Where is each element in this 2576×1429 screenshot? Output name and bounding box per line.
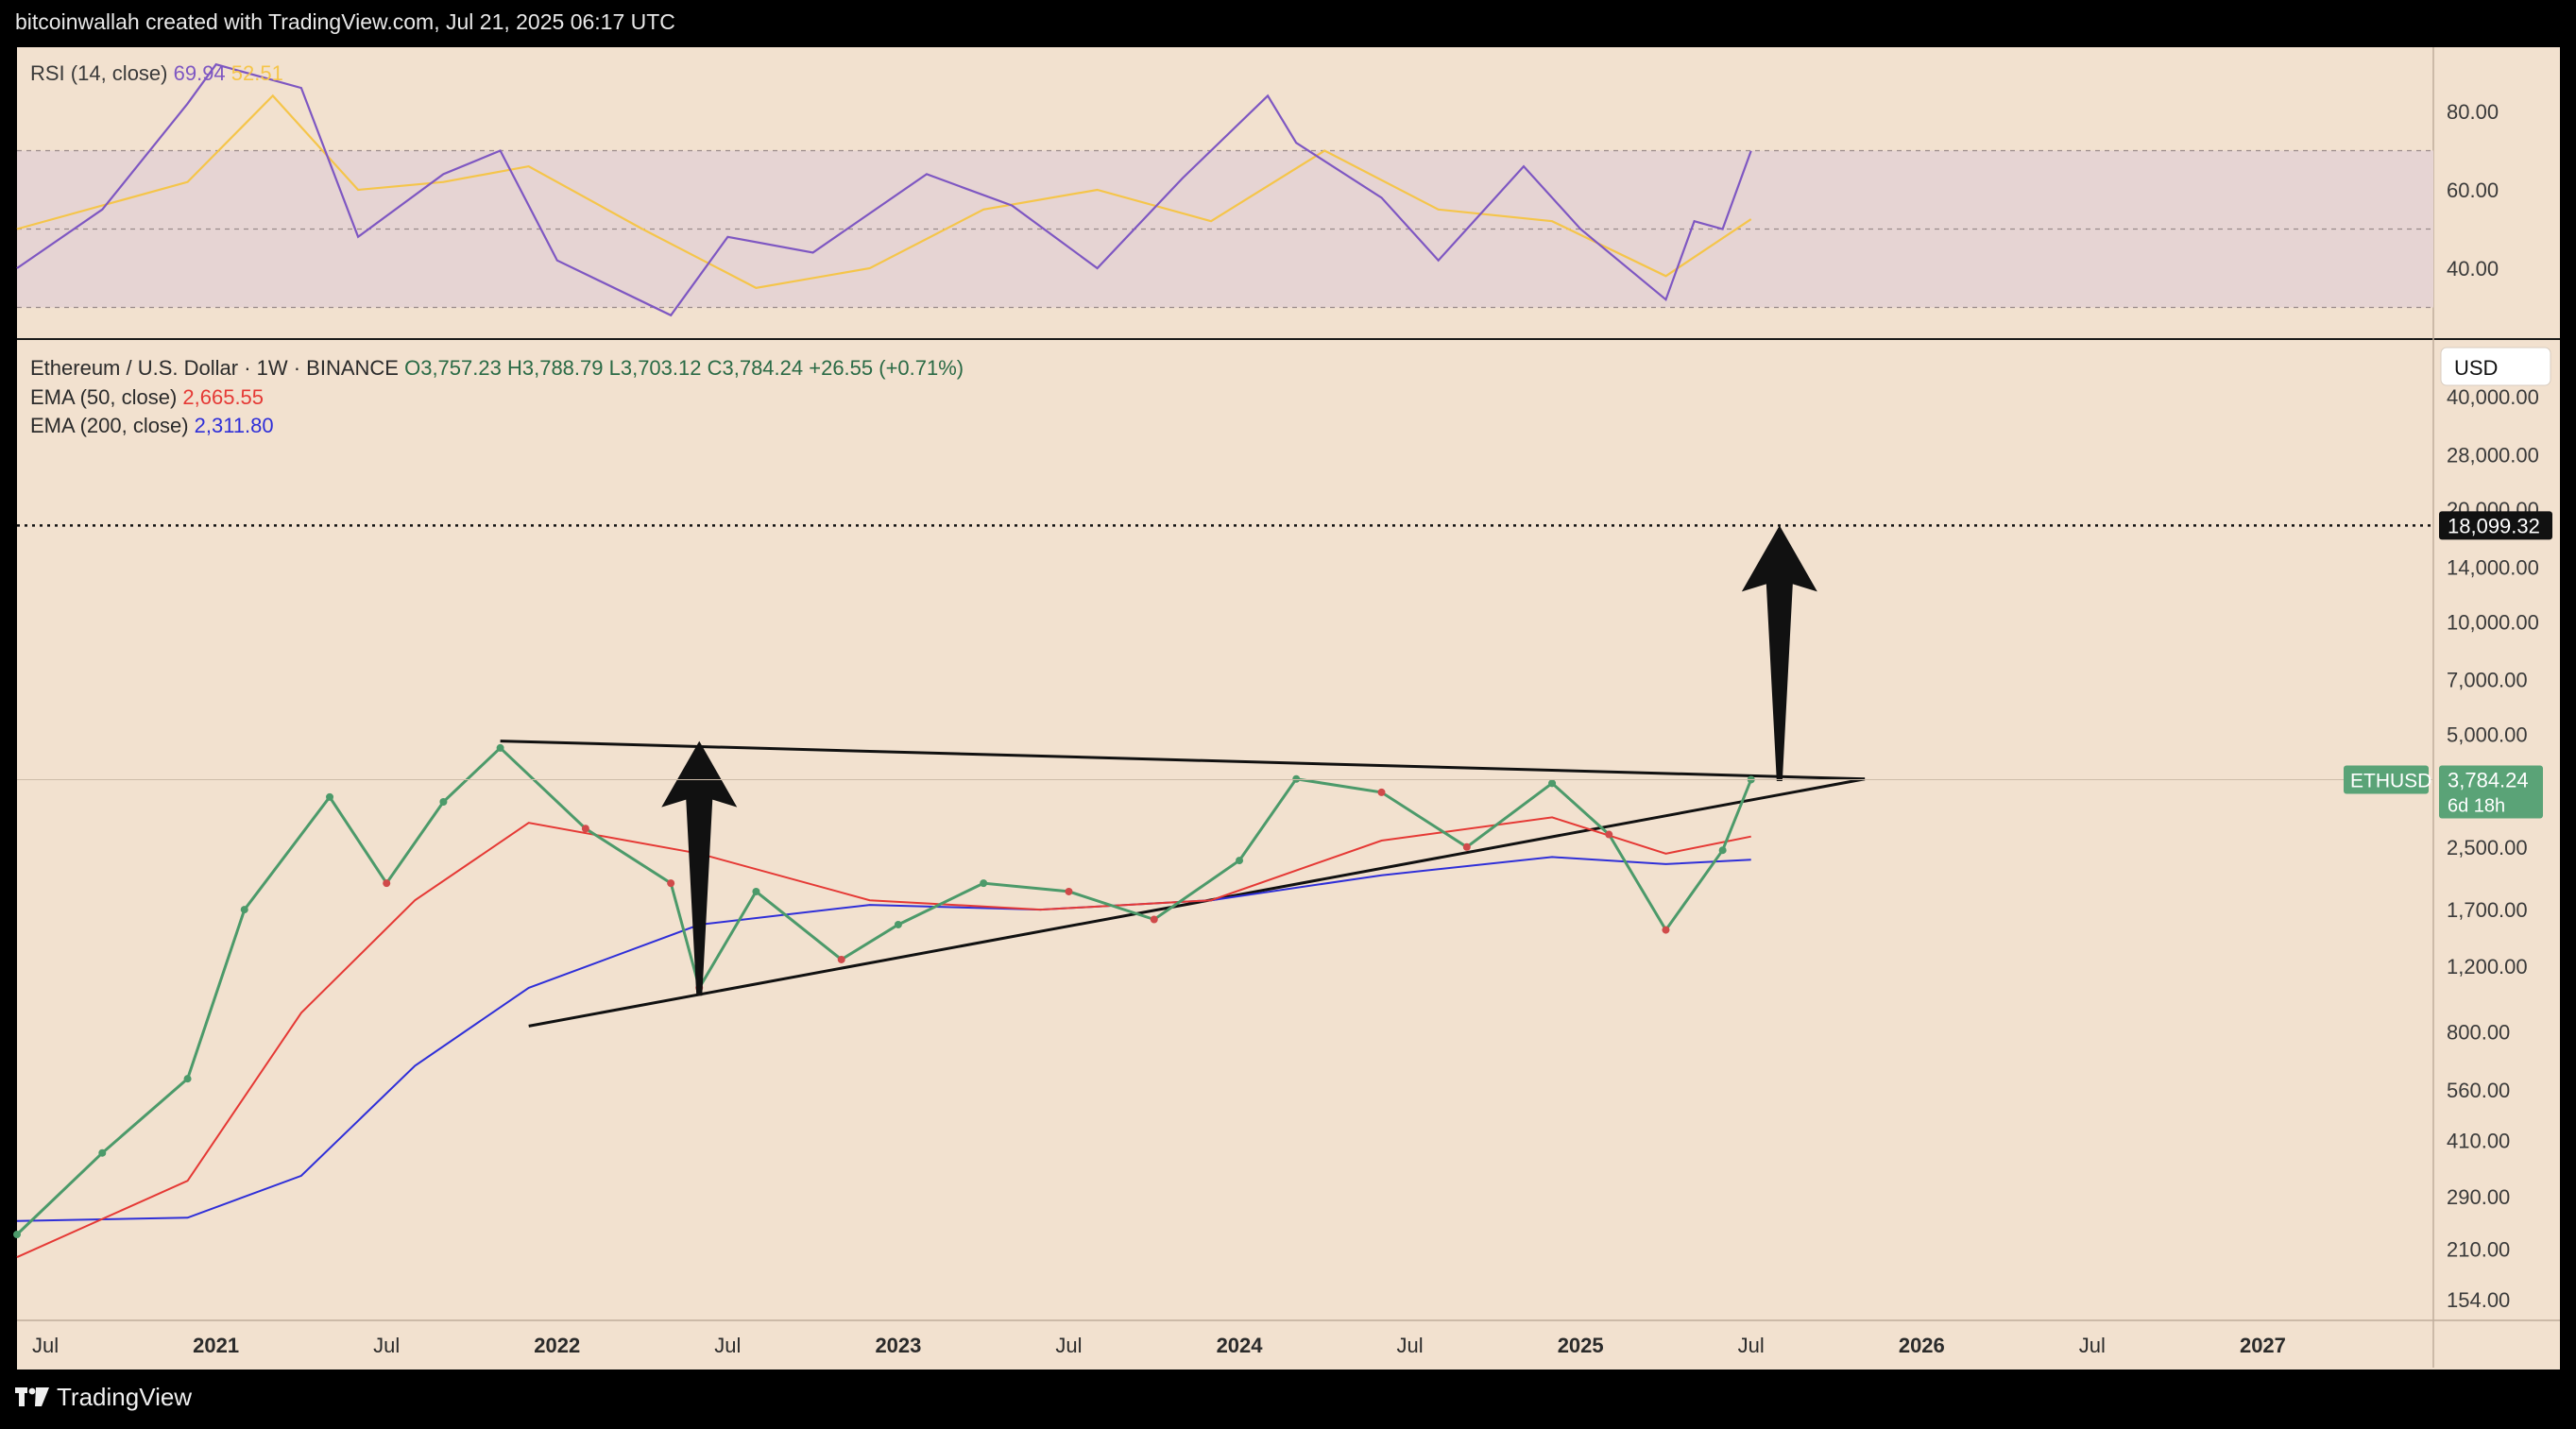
currency-label: USD xyxy=(2454,356,2498,380)
tradingview-branding[interactable]: TradingView xyxy=(15,1383,192,1412)
price-point xyxy=(240,906,248,914)
target-price-tag: 18,099.32 xyxy=(2439,511,2552,540)
price-tick-label: 5,000.00 xyxy=(2447,723,2528,747)
bar-countdown-text: 6d 18h xyxy=(2448,795,2505,816)
triangle-lower-trendline[interactable] xyxy=(528,777,1866,1028)
price-point xyxy=(752,887,760,895)
time-axis-label: Jul xyxy=(32,1334,59,1357)
price-tick-label: 290.00 xyxy=(2447,1185,2510,1209)
price-point xyxy=(1377,788,1386,796)
time-axis-label: 2022 xyxy=(534,1334,580,1357)
last-price-tag-text: 3,784.24 xyxy=(2448,768,2529,791)
price-tick-label: 7,000.00 xyxy=(2447,669,2528,692)
rsi-legend: RSI (14, close) 69.94 52.51 xyxy=(30,61,283,85)
price-point xyxy=(1236,857,1244,865)
price-tick-label: 210.00 xyxy=(2447,1238,2510,1262)
price-point xyxy=(1065,887,1073,895)
time-axis-label: 2026 xyxy=(1899,1334,1945,1357)
price-point xyxy=(439,798,448,807)
price-tick-label: 1,200.00 xyxy=(2447,955,2528,978)
symbol-tag: ETHUSD xyxy=(2344,765,2431,794)
footer-brand-name: TradingView xyxy=(57,1383,193,1411)
price-tick-label: 2,500.00 xyxy=(2447,836,2528,859)
price-point xyxy=(13,1231,21,1239)
time-axis-label: Jul xyxy=(1738,1334,1765,1357)
symbol-tag-text: ETHUSD xyxy=(2350,770,2431,791)
ema50-legend: EMA (50, close) 2,665.55 xyxy=(30,385,264,409)
ema50-line xyxy=(16,816,1751,1259)
price-tick-label: 1,700.00 xyxy=(2447,898,2528,922)
rsi-tick-label: 40.00 xyxy=(2447,257,2499,281)
price-point xyxy=(1662,926,1670,934)
time-axis-label: 2027 xyxy=(2240,1334,2286,1357)
price-point xyxy=(326,792,334,801)
price-point xyxy=(894,920,902,928)
time-axis-label: Jul xyxy=(1055,1334,1082,1357)
price-point xyxy=(1548,779,1557,788)
rsi-line xyxy=(16,62,1752,317)
rsi-tick-label: 80.00 xyxy=(2447,100,2499,124)
rsi-ma-line xyxy=(16,94,1752,289)
price-tick-label: 410.00 xyxy=(2447,1130,2510,1153)
price-tick-label: 154.00 xyxy=(2447,1288,2510,1312)
price-point xyxy=(1462,842,1471,851)
rsi-tick-label: 60.00 xyxy=(2447,179,2499,202)
price-tick-label: 28,000.00 xyxy=(2447,443,2539,467)
price-point xyxy=(1718,846,1727,855)
triangle-upper-trendline[interactable] xyxy=(500,740,1866,781)
price-tick-label: 800.00 xyxy=(2447,1021,2510,1045)
price-point xyxy=(383,879,391,888)
tradingview-logo-icon xyxy=(15,1386,49,1406)
price-point xyxy=(183,1075,192,1083)
currency-selector[interactable]: USD xyxy=(2440,347,2551,386)
price-point xyxy=(581,825,589,833)
price-point xyxy=(837,955,845,963)
price-point xyxy=(667,879,675,888)
target-price-tag-text: 18,099.32 xyxy=(2448,514,2540,537)
time-axis-label: 2024 xyxy=(1217,1334,1264,1357)
time-axis-label: Jul xyxy=(2079,1334,2106,1357)
ema200-legend: EMA (200, close) 2,311.80 xyxy=(30,414,274,437)
price-point xyxy=(1292,774,1301,783)
time-axis-label: Jul xyxy=(373,1334,400,1357)
time-axis-label: 2025 xyxy=(1558,1334,1604,1357)
price-tick-label: 560.00 xyxy=(2447,1079,2510,1102)
breakout-arrow-2022[interactable] xyxy=(661,740,738,996)
time-axis-label: Jul xyxy=(714,1334,741,1357)
price-point xyxy=(980,879,988,888)
price-point xyxy=(1150,915,1158,924)
price-legend: Ethereum / U.S. Dollar · 1W · BINANCE O3… xyxy=(30,356,964,380)
target-arrow-2025[interactable] xyxy=(1741,525,1817,782)
price-point xyxy=(1605,830,1613,839)
price-tick-label: 10,000.00 xyxy=(2447,610,2539,634)
time-axis-label: 2021 xyxy=(193,1334,239,1357)
time-axis-label: 2023 xyxy=(875,1334,921,1357)
chart-caption: bitcoinwallah created with TradingView.c… xyxy=(15,9,675,34)
last-price-tag: 3,784.24 6d 18h xyxy=(2439,765,2543,819)
price-line xyxy=(15,745,1753,1236)
price-tick-label: 40,000.00 xyxy=(2447,385,2539,409)
time-axis-label: Jul xyxy=(1397,1334,1424,1357)
price-point xyxy=(496,743,504,752)
ema200-line xyxy=(16,856,1751,1222)
price-tick-label: 14,000.00 xyxy=(2447,556,2539,580)
price-point xyxy=(98,1148,107,1157)
